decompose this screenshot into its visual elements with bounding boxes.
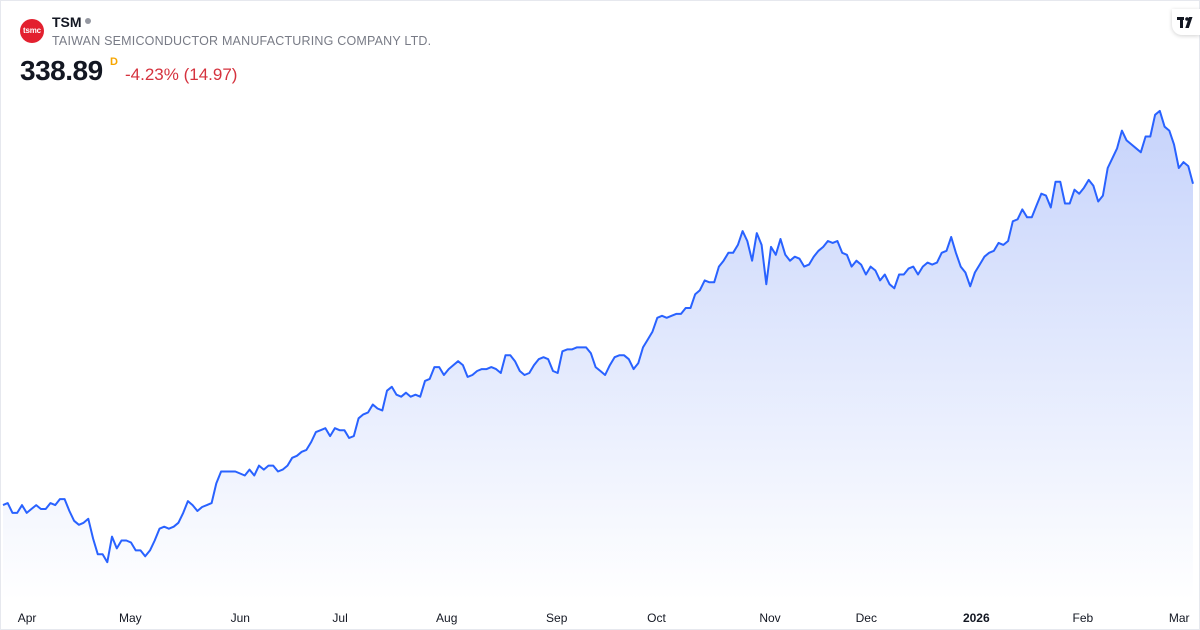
x-axis-label: Nov: [759, 611, 780, 625]
ticker-symbol[interactable]: TSM: [52, 14, 82, 30]
tradingview-logo-icon: [1177, 17, 1193, 28]
last-price: 338.89: [20, 55, 103, 86]
x-axis-label: Oct: [647, 611, 666, 625]
x-axis-label: Jun: [231, 611, 250, 625]
x-axis-label: Sep: [546, 611, 568, 625]
x-axis-label: 2026: [963, 611, 990, 625]
x-axis-label: Dec: [856, 611, 877, 625]
x-axis-label: Jul: [332, 611, 347, 625]
x-axis-label: Aug: [436, 611, 457, 625]
price-area-fill: [3, 110, 1193, 601]
x-axis-label: Mar: [1169, 611, 1190, 625]
company-name: TAIWAN SEMICONDUCTOR MANUFACTURING COMPA…: [52, 34, 432, 48]
company-logo: tsmc: [20, 19, 44, 43]
price-flag: D: [110, 56, 118, 68]
price-line: [2, 109, 1194, 564]
price-change: -4.23% (14.97): [125, 65, 238, 84]
x-axis-label: May: [119, 611, 142, 625]
market-status-dot: [85, 18, 91, 24]
tradingview-logo[interactable]: [1172, 9, 1200, 35]
x-axis-label: Apr: [18, 611, 37, 625]
x-axis-label: Feb: [1073, 611, 1094, 625]
